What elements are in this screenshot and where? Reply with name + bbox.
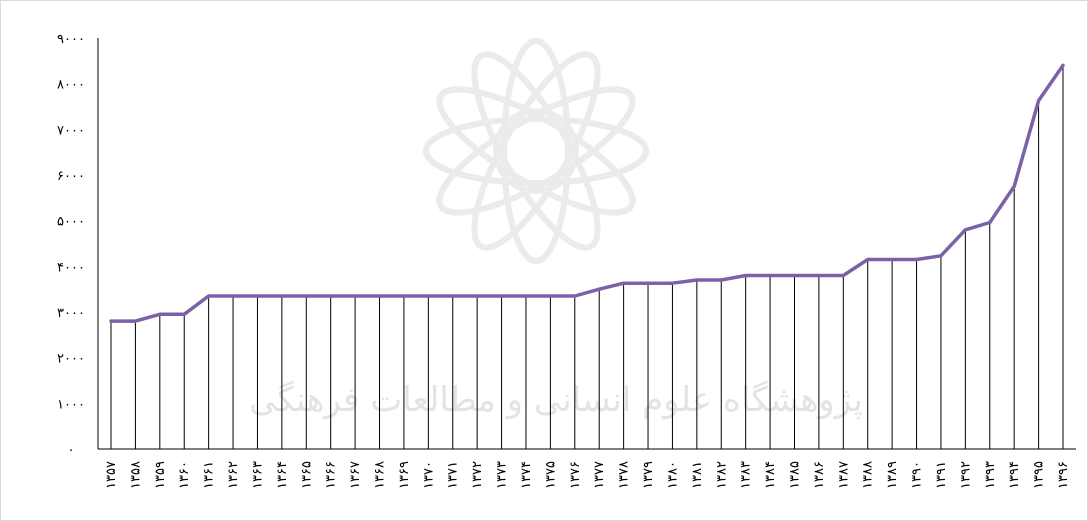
y-tick-label: ۹۰۰۰ bbox=[57, 32, 85, 47]
y-tick-label: ۲۰۰۰ bbox=[57, 352, 85, 367]
x-tick-label: ۱۳۹۳ bbox=[983, 461, 998, 489]
x-tick-label: ۱۳۷۷ bbox=[592, 461, 607, 489]
x-tick-label: ۱۳۷۹ bbox=[641, 461, 656, 489]
x-tick-label: ۱۳۶۳ bbox=[250, 461, 265, 489]
x-tick-label: ۱۳۷۳ bbox=[495, 461, 510, 489]
x-tick-label: ۱۳۷۶ bbox=[568, 461, 583, 489]
x-tick-label: ۱۳۸۸ bbox=[861, 461, 876, 489]
y-tick-label: ۱۰۰۰ bbox=[57, 397, 85, 412]
y-tick-label: ۴۰۰۰ bbox=[57, 260, 85, 275]
watermark-rosette bbox=[423, 38, 649, 264]
x-tick-label: ۱۳۸۳ bbox=[739, 461, 754, 489]
x-tick-label: ۱۳۸۷ bbox=[836, 461, 851, 489]
x-tick-label: ۱۳۹۶ bbox=[1056, 461, 1071, 489]
x-tick-label: ۱۳۹۲ bbox=[958, 461, 973, 489]
x-tick-label: ۱۳۶۹ bbox=[397, 461, 412, 489]
x-tick-label: ۱۳۷۰ bbox=[421, 461, 436, 489]
x-tick-label: ۱۳۷۵ bbox=[543, 461, 558, 489]
watermark: پژوهشگاه علوم انسانی و مطالعات فرهنگی bbox=[249, 38, 863, 420]
x-tick-label: ۱۳۶۷ bbox=[348, 461, 363, 489]
y-axis-tick-labels: ۰ ۱۰۰۰ ۲۰۰۰ ۳۰۰۰ ۴۰۰۰ ۵۰۰۰ ۶۰۰۰ ۷۰۰۰ ۸۰۰۰ ۹۰۰۰ bbox=[57, 32, 85, 458]
x-tick-label: ۱۳۸۴ bbox=[763, 461, 778, 489]
x-tick-label: ۱۳۵۹ bbox=[153, 461, 168, 489]
x-tick-label: ۱۳۷۱ bbox=[446, 461, 461, 489]
y-tick-label: ۰ bbox=[68, 443, 75, 458]
x-tick-label: ۱۳۸۲ bbox=[714, 461, 729, 489]
x-tick-label: ۱۳۶۰ bbox=[177, 461, 192, 489]
x-tick-label: ۱۳۷۸ bbox=[617, 461, 632, 489]
x-tick-label: ۱۳۵۷ bbox=[104, 461, 119, 489]
drop-lines bbox=[110, 65, 1064, 449]
axes bbox=[97, 38, 1076, 450]
watermark-text: پژوهشگاه علوم انسانی و مطالعات فرهنگی bbox=[249, 380, 863, 420]
x-tick-label: ۱۳۹۰ bbox=[910, 461, 925, 489]
series-layer bbox=[109, 63, 1065, 323]
x-tick-label: ۱۳۸۹ bbox=[885, 461, 900, 489]
y-tick-label: ۷۰۰۰ bbox=[57, 123, 85, 138]
x-tick-label: ۱۳۹۵ bbox=[1032, 461, 1047, 489]
x-tick-label: ۱۳۶۶ bbox=[324, 461, 339, 489]
x-tick-label: ۱۳۶۴ bbox=[275, 461, 290, 489]
x-axis-tick-labels: ۱۳۵۷ ۱۳۵۸ ۱۳۵۹ ۱۳۶۰ ۱۳۶۱ ۱۳۶۲ ۱۳۶۳ ۱۳۶۴ ۱۳۶۵ ۱۳۶۶… bbox=[104, 461, 1071, 489]
series-line bbox=[109, 63, 1065, 323]
x-tick-label: ۱۳۸۶ bbox=[812, 461, 827, 489]
x-tick-label: ۱۳۵۸ bbox=[128, 461, 143, 489]
y-tick-label: ۶۰۰۰ bbox=[57, 169, 85, 184]
x-tick-label: ۱۳۸۰ bbox=[665, 461, 680, 489]
x-tick-label: ۱۳۶۲ bbox=[226, 461, 241, 489]
x-tick-label: ۱۳۹۱ bbox=[934, 461, 949, 489]
x-tick-label: ۱۳۷۲ bbox=[470, 461, 485, 489]
x-tick-label: ۱۳۹۴ bbox=[1007, 461, 1022, 489]
x-tick-label: ۱۳۶۱ bbox=[202, 461, 217, 489]
y-tick-label: ۳۰۰۰ bbox=[57, 306, 85, 321]
y-tick-label: ۵۰۰۰ bbox=[57, 215, 85, 230]
x-tick-label: ۱۳۶۸ bbox=[373, 461, 388, 489]
x-tick-label: ۱۳۶۵ bbox=[299, 461, 314, 489]
x-tick-label: ۱۳۸۵ bbox=[787, 461, 802, 489]
y-tick-label: ۸۰۰۰ bbox=[57, 78, 85, 93]
x-tick-label: ۱۳۸۱ bbox=[690, 461, 705, 489]
x-tick-label: ۱۳۷۴ bbox=[519, 461, 534, 489]
